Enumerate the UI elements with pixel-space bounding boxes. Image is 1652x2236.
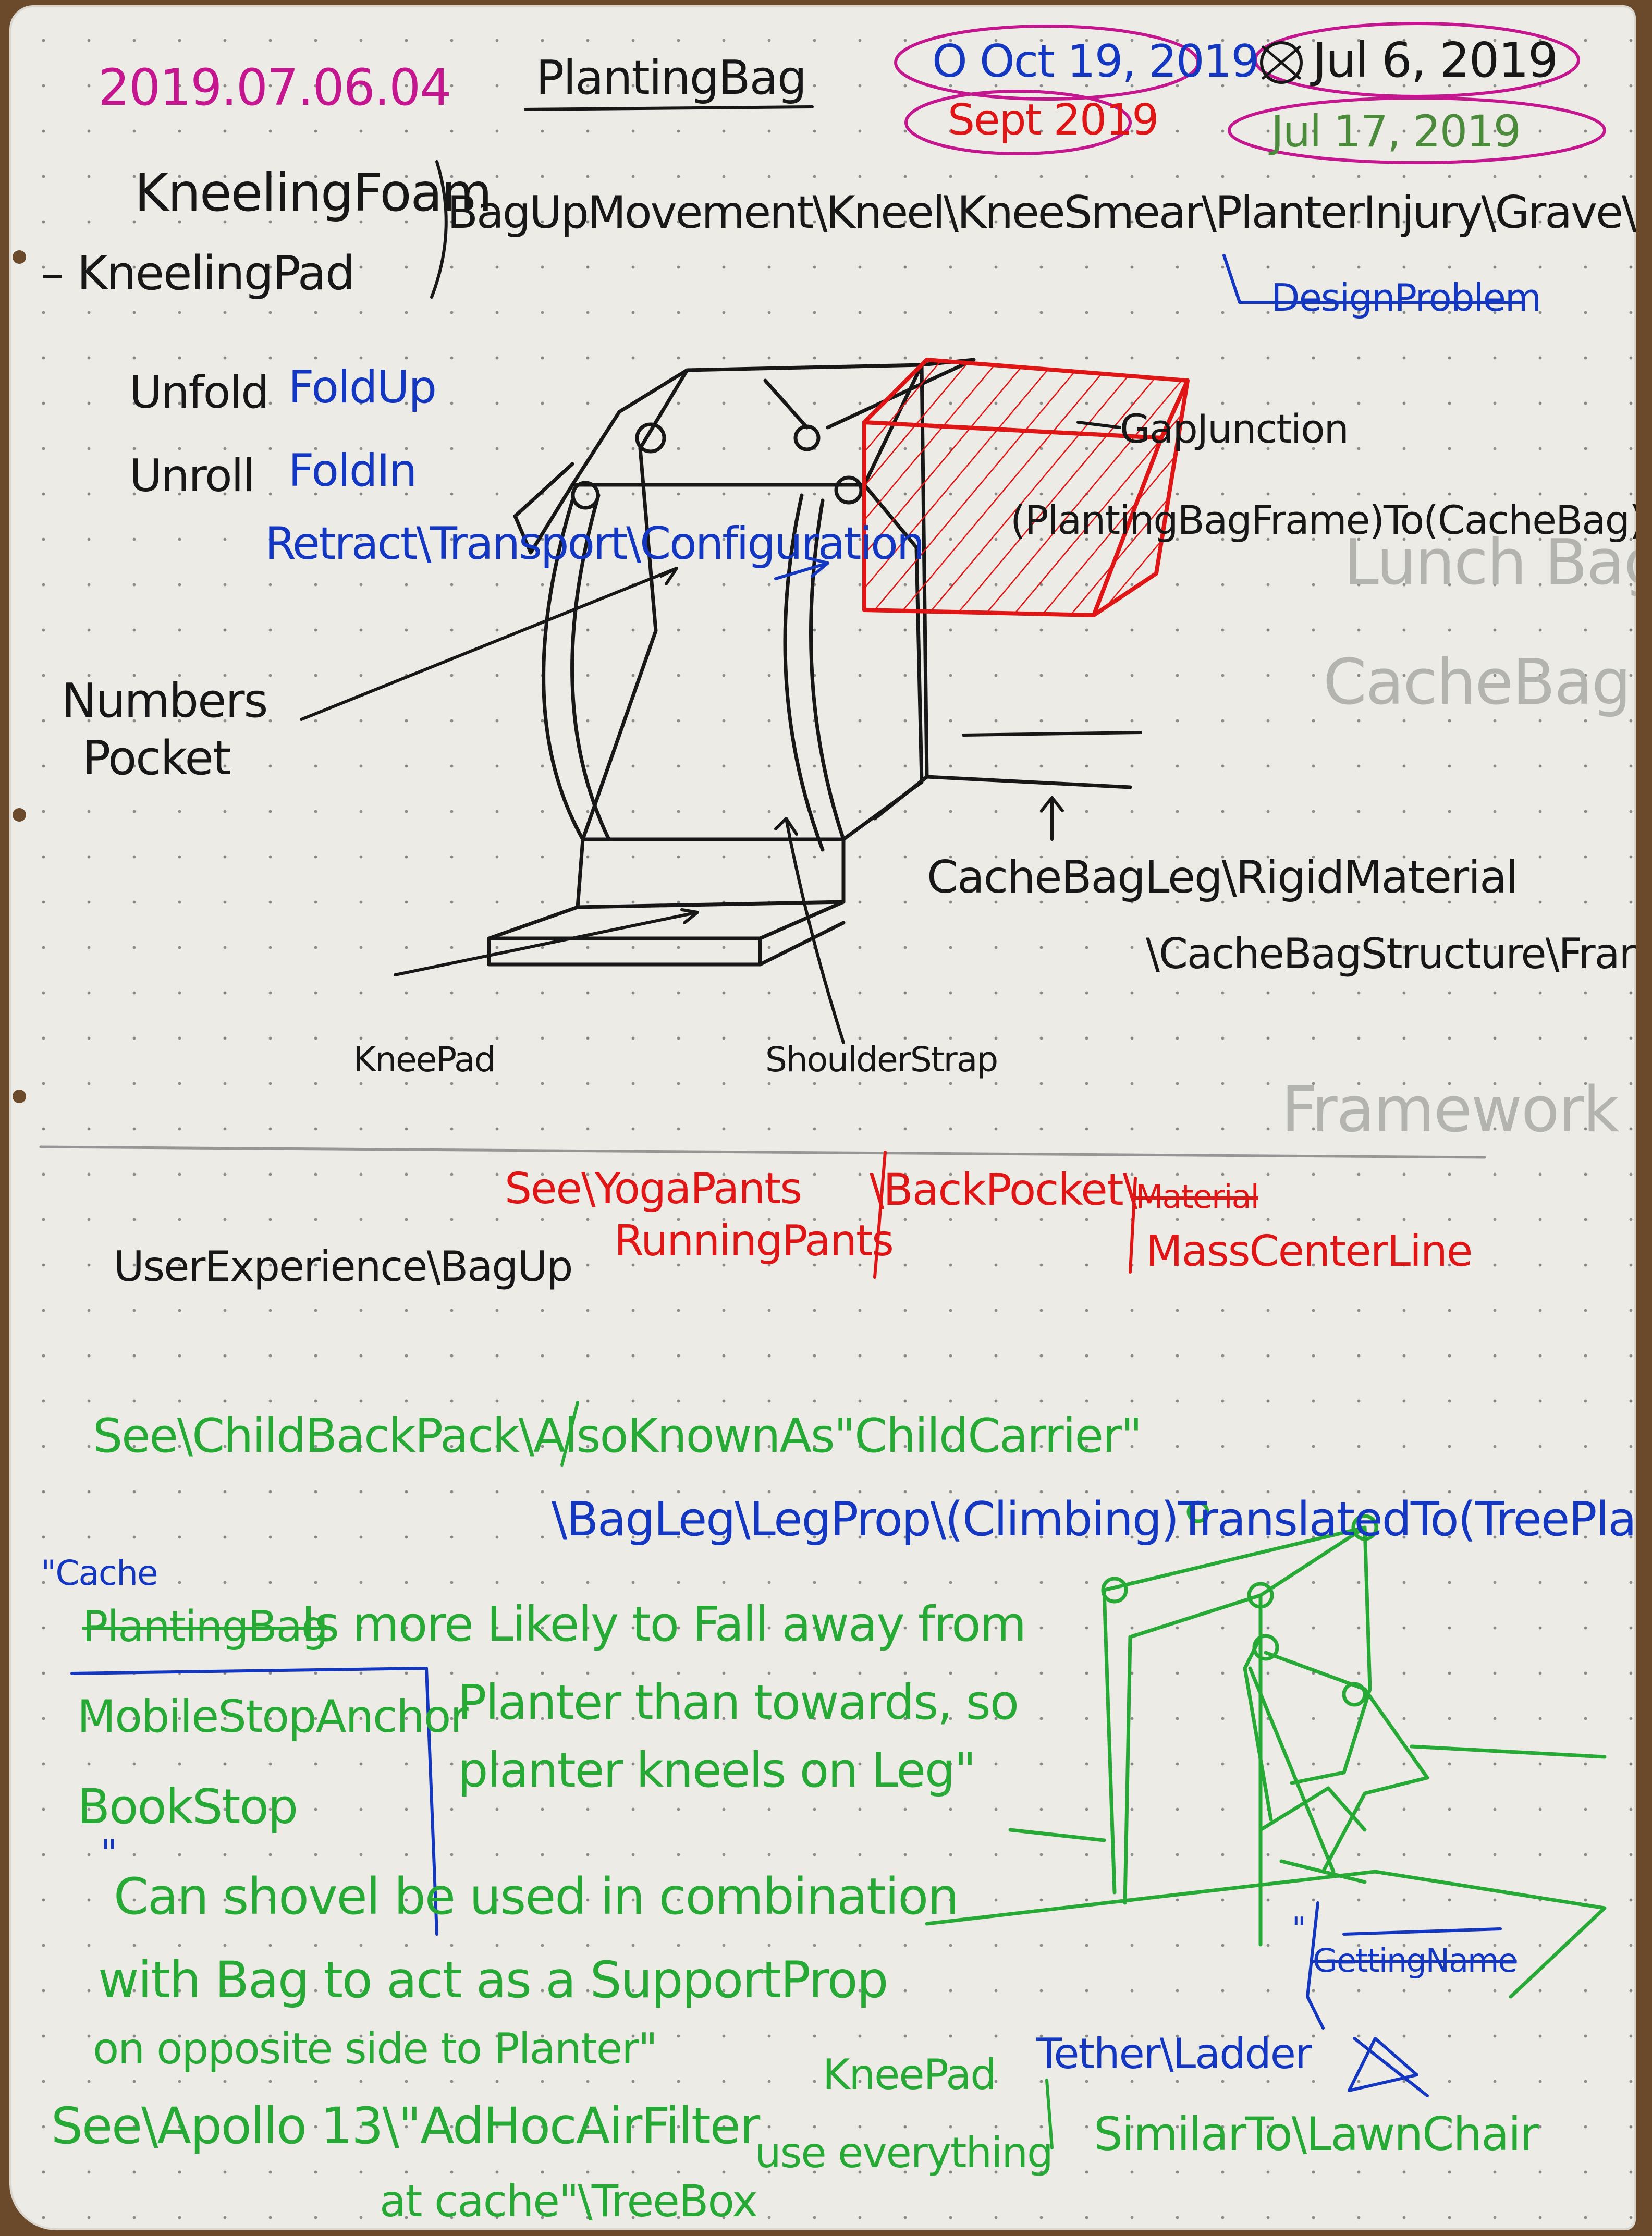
title-underline <box>524 105 814 111</box>
date-jul17: Jul 17, 2019 <box>1271 106 1521 157</box>
cache-bag-sketch <box>862 358 1190 617</box>
date-oval <box>904 90 1132 155</box>
see-yoga-pants: See\YogaPants <box>505 1164 802 1214</box>
book-stop: BookStop <box>77 1779 298 1835</box>
running-pants: RunningPants <box>614 1216 894 1266</box>
notebook-page: Lunch Bag CacheBag Framework <box>9 5 1636 2230</box>
fold-up-label: FoldUp <box>288 361 437 413</box>
note-box <box>70 1667 438 1936</box>
crossed-planting-bag: PlantingBag <box>82 1602 328 1652</box>
date-oct: O Oct 19, 2019 <box>932 35 1259 88</box>
cache-bag-structure-label: \CacheBagStructure\Frame <box>1146 930 1636 978</box>
date-oval <box>894 25 1200 101</box>
tether-ladder: Tether\Ladder <box>1036 2030 1312 2078</box>
shovel-line-1: Can shovel be used in combination <box>114 1867 959 1926</box>
mobile-stop-anchor: MobileStopAnchor <box>77 1691 469 1743</box>
shovel-line-2: with Bag to act as a SupportProp <box>98 1951 888 2009</box>
bleed-through-text: Lunch Bag <box>1344 527 1636 599</box>
back-pocket: \BackPocket\ <box>870 1164 1137 1215</box>
date-sept: Sept 2019 <box>948 95 1159 145</box>
bleed-through-text: CacheBag <box>1323 646 1631 719</box>
date-code: 2019.07.06.04 <box>98 58 451 117</box>
fall-note-line-1: Is more Likely to Fall away from <box>301 1596 1026 1652</box>
shovel-line-3: on opposite side to Planter" <box>93 2024 658 2074</box>
knee-pad-label: KneePad <box>353 1040 496 1080</box>
binding-hole <box>13 808 26 822</box>
cross-circle-icon <box>1260 41 1303 84</box>
retract-configuration: Retract\Transport\Configuration <box>265 518 925 570</box>
leader-lines <box>300 421 1142 1044</box>
bag-leg-note: \BagLeg\LegProp\(Climbing)TranslatedTo(T… <box>552 1492 1636 1547</box>
shoulder-strap-label: ShoulderStrap <box>765 1040 998 1080</box>
use-everything: use everything <box>755 2129 1054 2177</box>
date-jul6: Jul 6, 2019 <box>1313 32 1558 88</box>
knee-pad-green: KneePad <box>823 2050 997 2099</box>
pocket-label: Pocket <box>82 731 231 786</box>
page-title: PlantingBag <box>536 51 807 105</box>
fall-note-line-3: planter kneels on Leg" <box>458 1742 976 1798</box>
binding-hole <box>13 1090 26 1103</box>
gap-junction-label: GapJunction <box>1120 406 1349 452</box>
quote-mark: " <box>1292 1911 1306 1947</box>
frame-to-cache-label: (PlantingBagFrame)To(CacheBag) <box>1010 497 1636 543</box>
see-child-backpack: See\ChildBackPack\AlsoKnownAs"ChildCarri… <box>93 1409 1142 1463</box>
unfold-label: Unfold <box>129 366 270 419</box>
cache-quote: "Cache <box>41 1553 158 1593</box>
similar-lawn-chair: SimilarTo\LawnChair <box>1094 2107 1539 2161</box>
mass-center-line: MassCenterLine <box>1146 1227 1473 1276</box>
kneeling-pad: – KneelingPad <box>41 246 355 301</box>
kneeling-foam: KneelingFoam <box>134 162 492 223</box>
cache-bag-leg-label: CacheBagLeg\RigidMaterial <box>927 851 1519 903</box>
numbers-label: Numbers <box>62 674 268 728</box>
fall-note-line-2: Planter than towards, so <box>458 1675 1019 1730</box>
lawn-chair-sketch <box>925 1500 1607 1999</box>
design-problem: DesignProblem <box>1271 276 1541 320</box>
user-experience-label: UserExperience\BagUp <box>114 1242 573 1291</box>
problem-list: BagUpMovement\Kneel\KneeSmear\PlanterInj… <box>447 187 1636 239</box>
ladder-icon <box>1306 1901 1502 2097</box>
bleed-through-text: Framework <box>1281 1074 1619 1146</box>
open-quote: " <box>101 1832 117 1875</box>
crossed-out-word: Material <box>1135 1178 1259 1216</box>
unroll-label: Unroll <box>129 450 255 502</box>
at-cache-treebox: at cache"\TreeBox <box>380 2176 758 2227</box>
getting-name: GettingName <box>1313 1941 1518 1980</box>
binding-hole <box>13 250 26 264</box>
fold-in-label: FoldIn <box>288 445 417 497</box>
apollo-note: See\Apollo 13\"AdHocAirFilter <box>51 2097 760 2155</box>
date-oval <box>1228 96 1606 164</box>
sketch-drawings <box>39 22 1607 2149</box>
